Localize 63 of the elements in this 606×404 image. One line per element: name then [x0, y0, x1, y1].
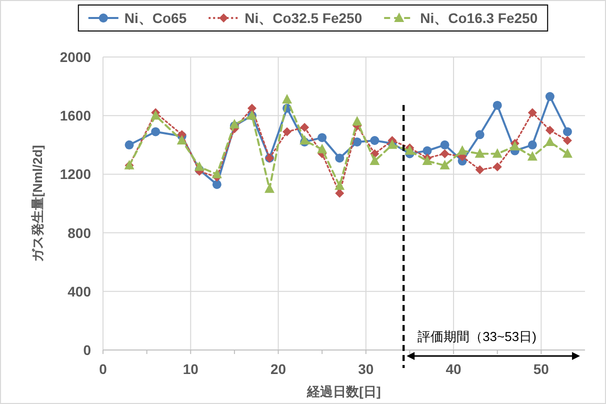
point — [475, 130, 484, 140]
point — [562, 136, 572, 146]
point — [300, 122, 310, 132]
point — [440, 140, 450, 150]
point — [212, 180, 222, 189]
point — [282, 127, 292, 136]
point — [492, 100, 502, 110]
point — [474, 148, 485, 158]
point — [212, 168, 222, 178]
point — [440, 149, 450, 158]
y-tick-label: 400 — [68, 283, 92, 300]
point — [176, 135, 187, 145]
point — [457, 145, 468, 155]
point — [544, 136, 555, 146]
point — [335, 154, 344, 163]
point — [562, 148, 572, 158]
point — [545, 126, 554, 135]
point — [528, 140, 537, 150]
x-tick-label: 30 — [358, 361, 374, 377]
point — [229, 118, 240, 128]
legend-label: Ni、Co16.3 Fe250 — [420, 10, 538, 26]
y-tick-label: 1600 — [60, 108, 92, 124]
point — [124, 140, 134, 150]
x-axis-title: 経過日数[日] — [306, 384, 381, 399]
point — [370, 156, 380, 166]
y-axis-title: ガス発生量[Nml/2d] — [30, 145, 45, 262]
y-tick-label: 2000 — [60, 49, 92, 65]
point — [352, 137, 362, 146]
x-tick-label: 20 — [270, 361, 286, 377]
point — [422, 156, 432, 166]
point — [151, 127, 160, 136]
point — [194, 161, 204, 171]
point — [527, 151, 538, 161]
point — [335, 188, 344, 198]
y-tick-label: 800 — [68, 224, 92, 241]
point — [264, 183, 275, 193]
point — [492, 148, 502, 158]
x-tick-label: 40 — [446, 361, 462, 377]
point — [317, 144, 328, 154]
point — [492, 162, 502, 172]
point — [510, 140, 520, 150]
point — [404, 145, 415, 155]
point — [318, 133, 327, 142]
y-tick-label: 1200 — [60, 166, 92, 182]
x-tick-label: 50 — [533, 361, 550, 377]
point — [352, 116, 362, 126]
point — [150, 110, 161, 120]
legend-label: Ni、Co65 — [124, 10, 187, 26]
point — [334, 180, 345, 190]
y-tick-label: 0 — [83, 342, 92, 358]
x-tick-label: 0 — [99, 361, 108, 377]
legend-label: Ni、Co32.5 Fe250 — [244, 10, 362, 26]
annotation: 評価期間（33~53日) — [418, 329, 536, 344]
point — [545, 92, 554, 102]
x-tick-label: 10 — [182, 361, 199, 377]
point — [247, 104, 256, 113]
point — [422, 146, 432, 156]
point — [282, 94, 292, 104]
point — [370, 136, 380, 146]
point — [475, 165, 484, 174]
point — [528, 108, 537, 118]
point — [562, 127, 572, 136]
point — [440, 160, 450, 170]
